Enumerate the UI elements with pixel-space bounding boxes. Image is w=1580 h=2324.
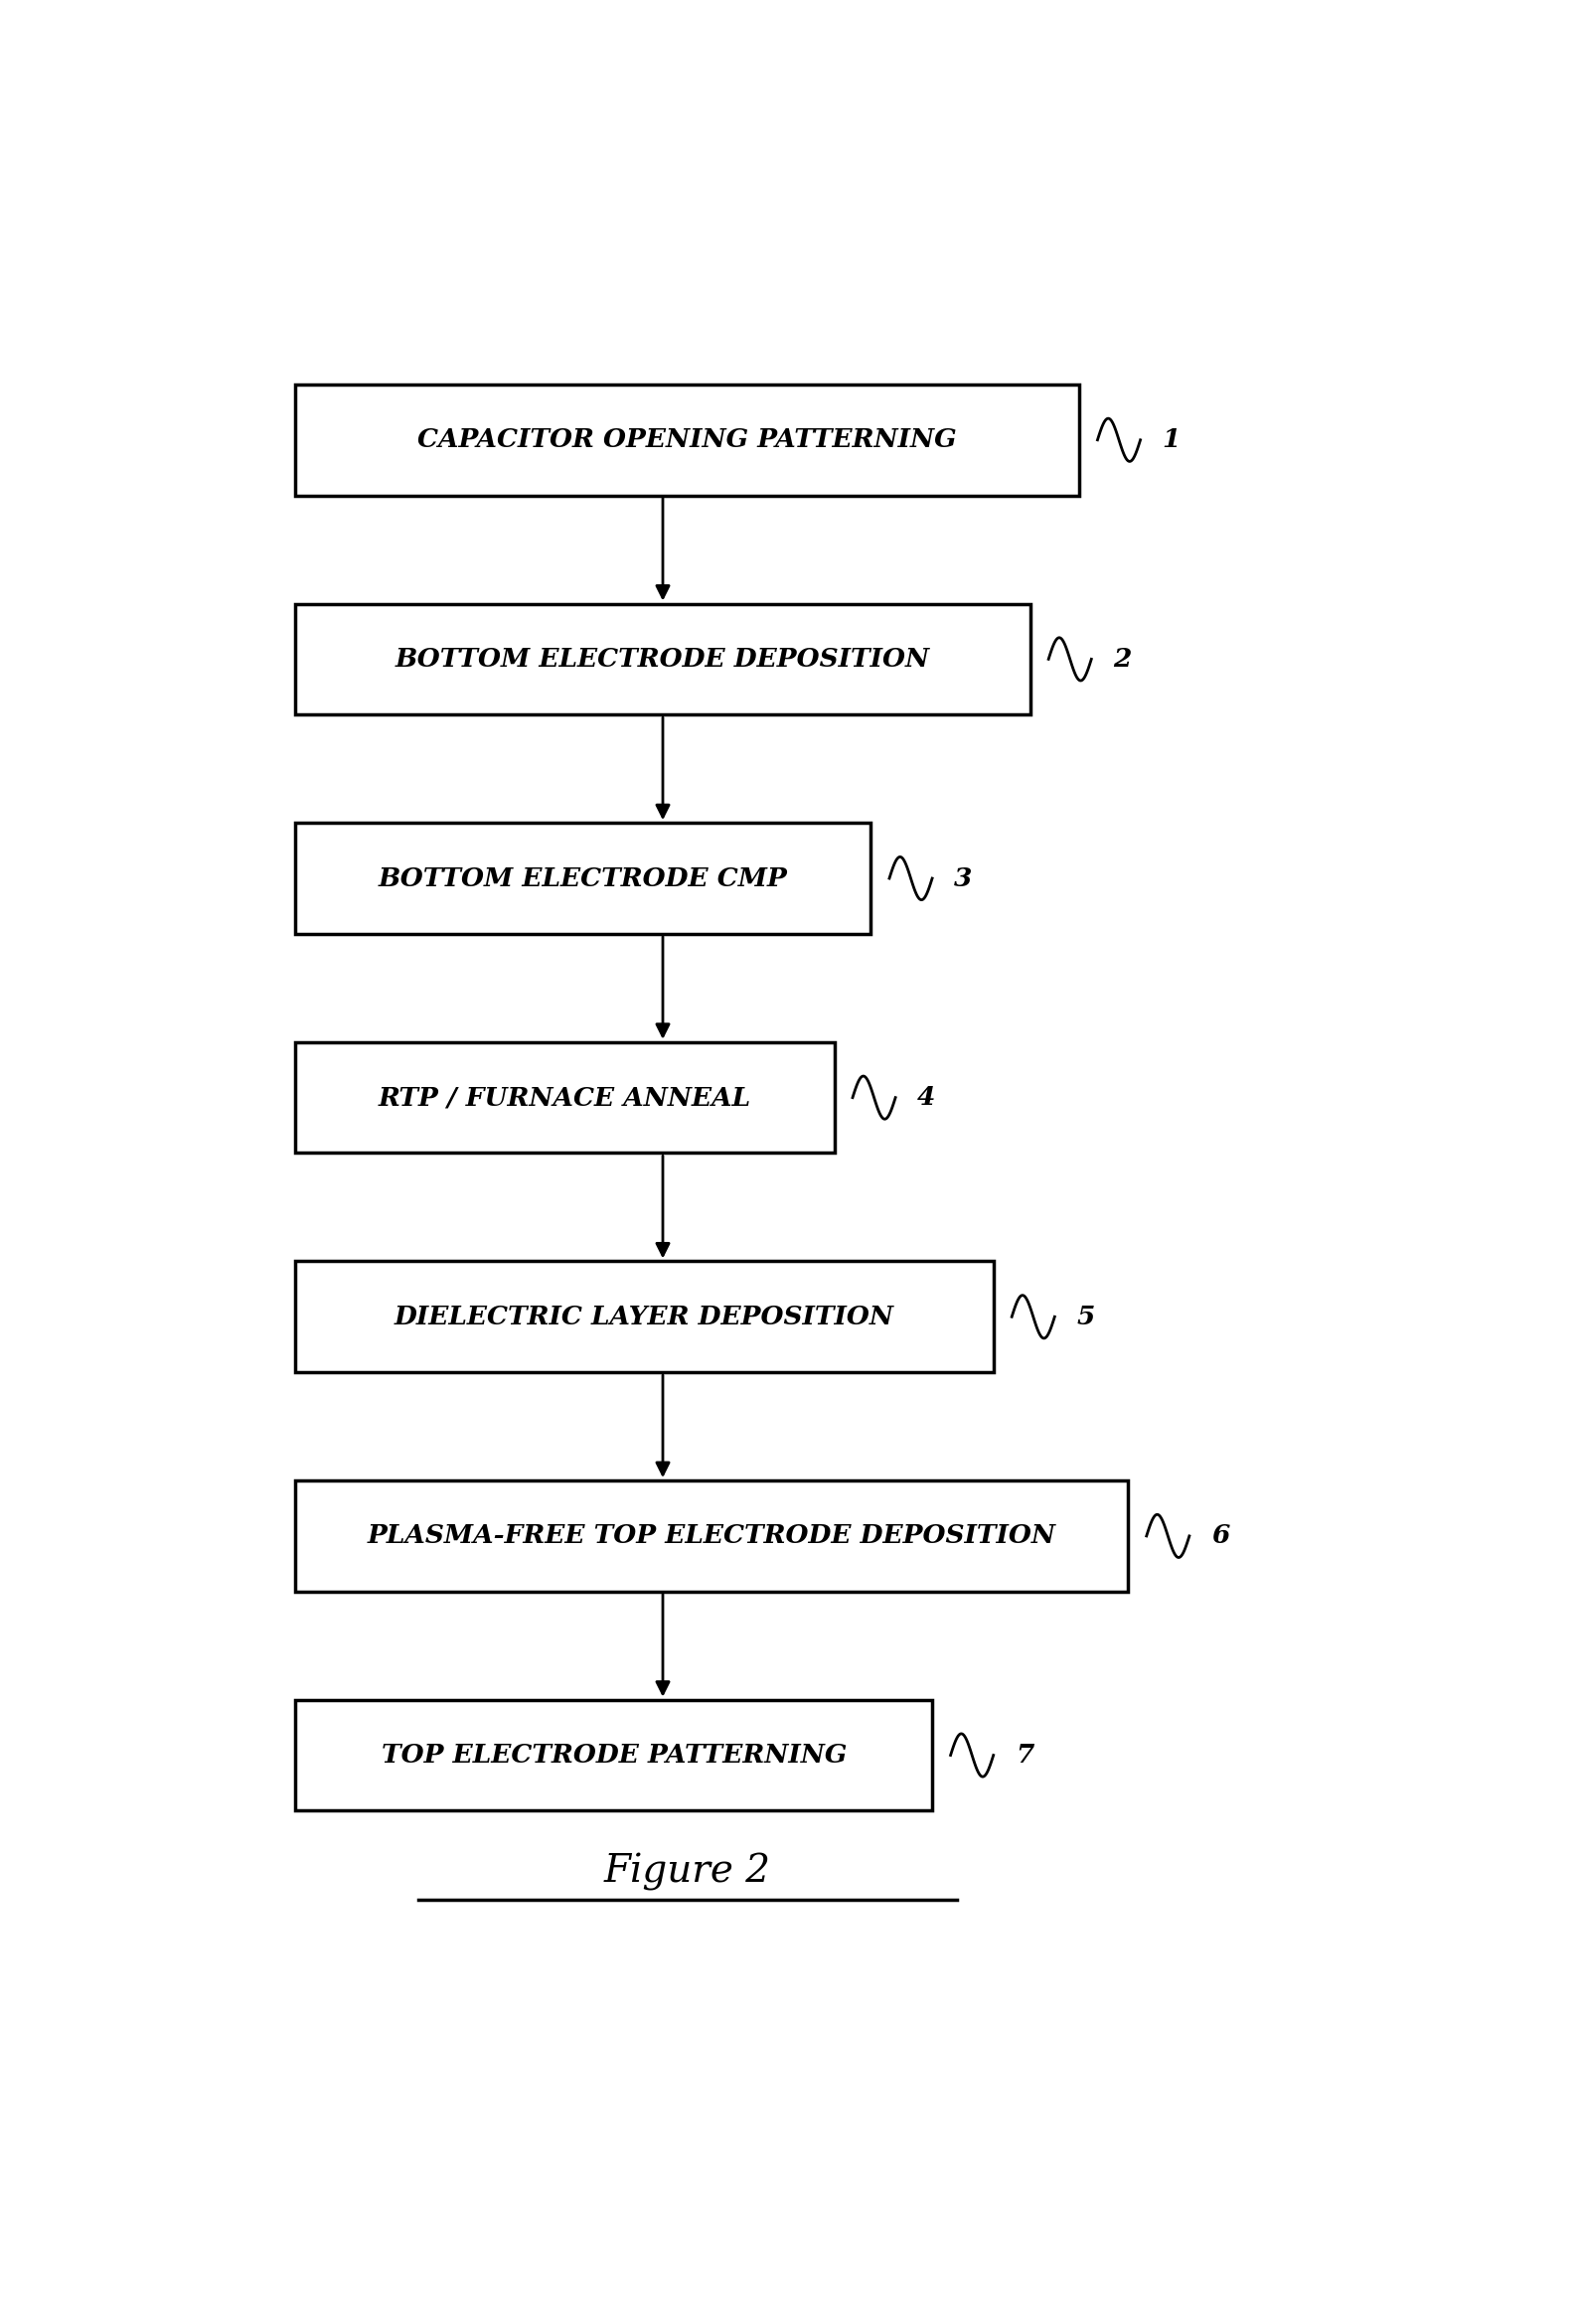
Text: DIELECTRIC LAYER DEPOSITION: DIELECTRIC LAYER DEPOSITION xyxy=(395,1304,894,1329)
Bar xyxy=(295,823,871,934)
Text: 2: 2 xyxy=(1114,646,1131,672)
Bar xyxy=(295,1262,994,1371)
Text: 6: 6 xyxy=(1212,1525,1229,1548)
Text: RTP / FURNACE ANNEAL: RTP / FURNACE ANNEAL xyxy=(379,1085,750,1111)
Text: 3: 3 xyxy=(954,867,973,890)
Bar xyxy=(295,1480,1128,1592)
Bar xyxy=(295,1041,834,1153)
Text: PLASMA-FREE TOP ELECTRODE DEPOSITION: PLASMA-FREE TOP ELECTRODE DEPOSITION xyxy=(368,1525,1055,1548)
Bar xyxy=(295,1699,932,1810)
Text: Figure 2: Figure 2 xyxy=(604,1852,771,1889)
Text: 7: 7 xyxy=(1016,1743,1033,1769)
Text: BOTTOM ELECTRODE DEPOSITION: BOTTOM ELECTRODE DEPOSITION xyxy=(395,646,931,672)
Text: BOTTOM ELECTRODE CMP: BOTTOM ELECTRODE CMP xyxy=(379,867,788,890)
Bar xyxy=(295,604,1030,713)
Text: 5: 5 xyxy=(1076,1304,1095,1329)
Bar xyxy=(295,383,1079,495)
Text: TOP ELECTRODE PATTERNING: TOP ELECTRODE PATTERNING xyxy=(381,1743,847,1769)
Text: 1: 1 xyxy=(1163,428,1180,453)
Text: 4: 4 xyxy=(918,1085,935,1111)
Text: CAPACITOR OPENING PATTERNING: CAPACITOR OPENING PATTERNING xyxy=(417,428,957,453)
